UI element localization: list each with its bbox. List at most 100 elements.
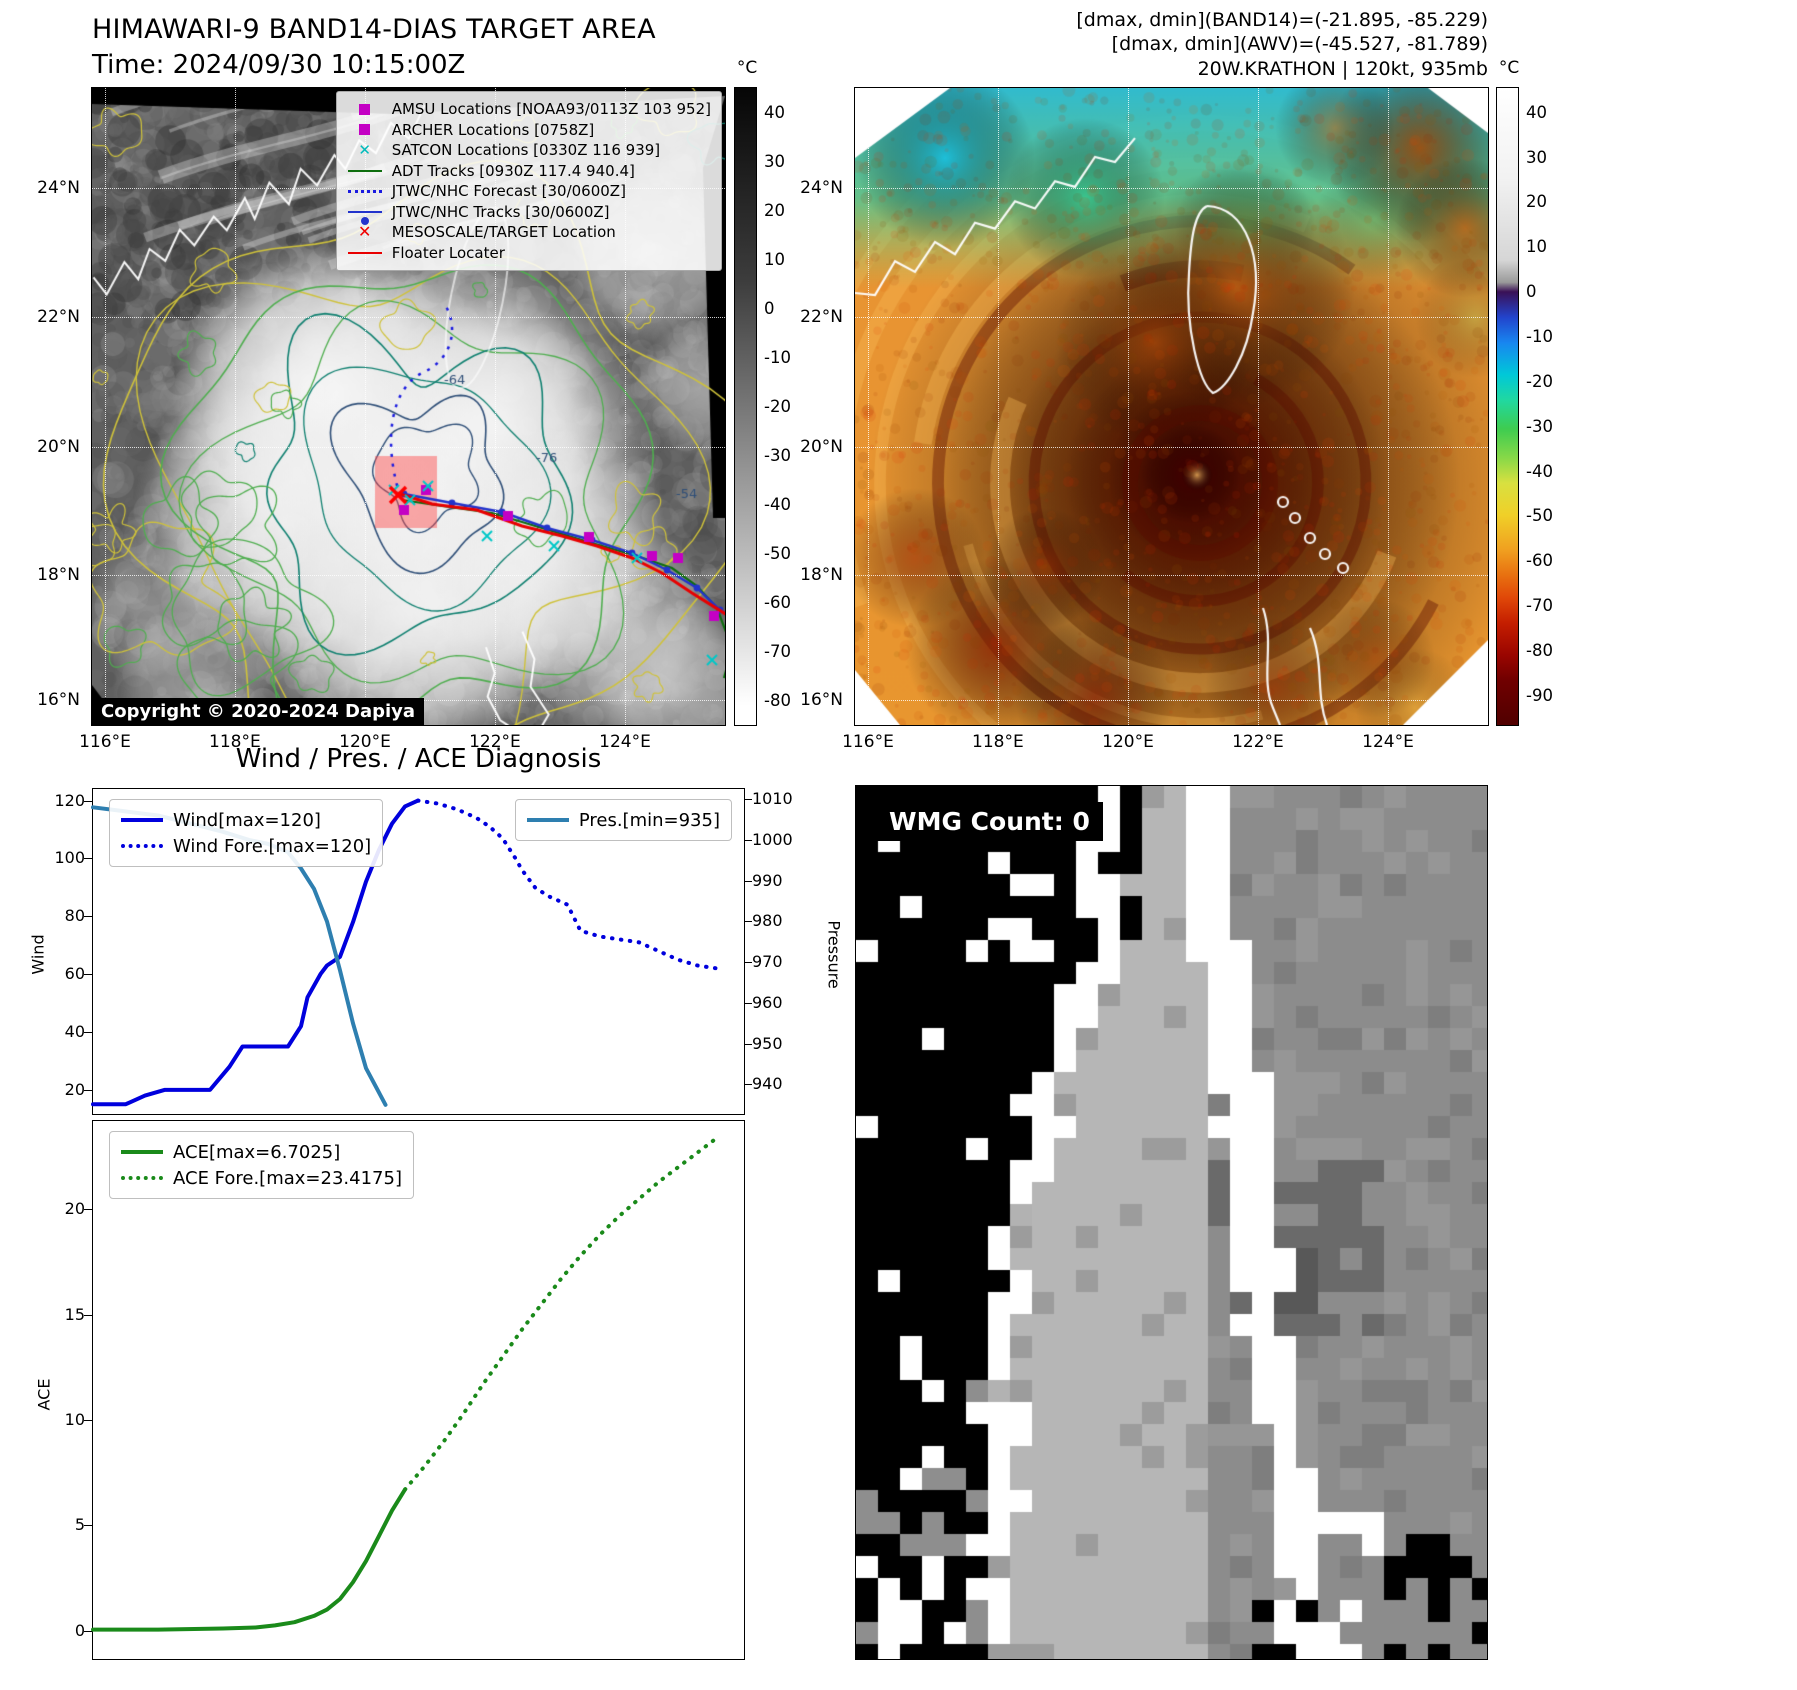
legend-item: JTWC/NHC Forecast [30/0600Z] [347,181,711,202]
tick-mark [84,800,92,802]
lat-tick: 16°N [37,690,80,711]
colorbar-tick: 40 [764,102,785,122]
lon-tick: 120°E [1102,732,1154,752]
ace-forecast-legend-label: ACE Fore.[max=23.4175] [173,1167,402,1189]
colorbar-tick: -50 [1526,506,1553,526]
copyright-label: Copyright © 2020-2024 Dapiya [92,698,425,725]
pressure-axis-label: Pressure [824,920,844,989]
grid-line [234,88,236,725]
grid-line [855,700,1488,702]
axis-tick: 20 [64,1199,85,1219]
awv-colorbar-gradient [1497,88,1518,725]
band14-colorbar [734,87,757,726]
wind-pressure-chart: Wind[max=120] Wind Fore.[max=120] Pres.[… [54,788,793,1115]
grid-line [365,88,366,725]
band14-title: HIMAWARI-9 BAND14-DIAS TARGET AREA [92,14,656,45]
grid-line [1257,88,1259,725]
axis-tick: 20 [64,1079,85,1099]
band14-time: Time: 2024/09/30 10:15:00Z [92,50,466,80]
axis-tick: 1000 [752,829,793,849]
tick-mark [744,1002,752,1004]
axis-tick: 940 [752,1074,783,1094]
tick-mark [84,916,92,918]
grid-line [494,88,496,725]
awv-colorbar-ticks: 40 30 20 10 0 -10 -20 -30 -40 -50 -60 -70 -80 -90 [1519,88,1571,725]
legend-item: ✕ MESOSCALE/TARGET Location [347,222,711,243]
legend-item: JTWC/NHC Tracks [30/0600Z] [347,202,711,225]
lon-tick: 122°E [469,732,521,752]
colorbar-tick: -10 [1526,326,1553,346]
tick-mark [744,839,752,841]
grid-line [92,446,725,448]
axis-tick: 980 [752,911,783,931]
axis-tick: 60 [64,964,85,984]
grid-line [92,316,725,318]
awv-satellite-image [855,88,1488,725]
lat-tick: 20°N [37,436,80,457]
cyan-x-icon: ✕ [358,140,371,159]
colorbar-tick: 20 [1526,192,1547,212]
ace-legend: ACE[max=6.7025] ACE Fore.[max=23.4175] [109,1131,414,1199]
legend-label: Floater Locater [391,243,505,262]
awv-lon-axis: 116°E 118°E 120°E 122°E 124°E [842,728,1488,754]
axis-tick: 40 [64,1022,85,1041]
ace-legend-label: ACE[max=6.7025] [173,1141,341,1163]
grid-line [855,574,1488,576]
lat-tick: 18°N [37,564,80,585]
band14-colorbar-unit: °C [736,58,758,78]
red-x-icon: ✕ [358,222,372,242]
colorbar-tick: -30 [764,445,791,465]
legend-item: ✕ SATCON Locations [0330Z 116 939] [347,140,711,161]
legend-label: ARCHER Locations [0758Z] [391,120,595,139]
lon-tick: 124°E [1362,732,1414,752]
magenta-square-icon [347,124,383,135]
legend-item: Floater Locater [347,243,711,264]
colorbar-tick: -50 [764,543,791,563]
grid-line [624,88,626,725]
grid-line [1387,88,1389,725]
colorbar-tick: -20 [764,396,791,416]
legend-item: ADT Tracks [0930Z 117.4 940.4] [347,161,711,182]
lon-tick: 122°E [1232,732,1284,752]
grid-line [997,88,999,725]
wind-axis-label: Wind [28,934,48,975]
colorbar-tick: 0 [764,298,775,318]
tick-mark [84,858,92,860]
lat-tick: 20°N [800,436,843,457]
awv-colorbar [1496,87,1519,726]
tick-mark [84,1420,92,1422]
wind-line-sample [121,818,163,822]
axis-tick: 15 [64,1304,85,1324]
tick-mark [84,1630,92,1632]
band14-legend: AMSU Locations [NOAA93/0113Z 103 952] ARC… [335,91,722,271]
axis-tick: 100 [54,848,85,868]
band14-map: AMSU Locations [NOAA93/0113Z 103 952] ARC… [91,87,726,726]
wmg-image [856,786,1487,1659]
pressure-legend-label: Pres.[min=935] [578,809,720,831]
red-line-icon [347,252,383,254]
axis-tick: 990 [752,870,783,890]
colorbar-tick: -10 [764,347,791,367]
colorbar-tick: -30 [1526,416,1553,436]
axis-tick: 120 [54,790,85,810]
tick-mark [744,962,752,964]
lat-tick: 22°N [800,306,843,327]
green-line-icon [347,170,383,172]
legend-label: ADT Tracks [0930Z 117.4 940.4] [391,161,635,180]
tick-mark [84,974,92,976]
colorbar-tick: -20 [1526,371,1553,391]
lon-tick: 116°E [79,732,131,752]
tick-mark [84,1089,92,1091]
axis-tick: 1010 [752,789,793,809]
colorbar-tick: 0 [1526,282,1537,302]
ace-forecast-line-sample [121,1176,163,1180]
tick-mark [744,921,752,923]
lat-tick: 24°N [37,178,80,198]
lon-tick: 118°E [209,732,261,752]
band14-colorbar-ticks: 40 30 20 10 0 -10 -20 -30 -40 -50 -60 -70 -80 [757,88,809,725]
lon-tick: 116°E [842,732,894,752]
lat-tick: 18°N [800,564,843,585]
tick-mark [84,1209,92,1211]
colorbar-tick: -40 [764,494,791,514]
